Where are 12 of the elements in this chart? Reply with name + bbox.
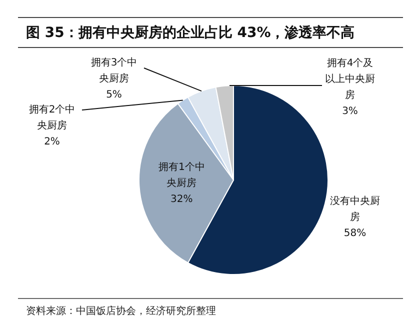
text: 资料来源：中国饭店协会，经济研究所整理 [18,298,403,323]
slice-label: 拥有3个中央厨房 [90,56,138,85]
data-label: 58% [344,228,366,240]
slice-label: 拥有4个及以上中央厨房 [325,57,375,102]
slice-label: 没有中央厨房 [330,195,380,224]
chart-title: 图 35：拥有中央厨房的企业占比 43%，渗透率不高 [18,17,403,48]
slice-label: 拥有1个中央厨房 [158,160,205,189]
data-label: 2% [44,136,60,148]
data-label: 5% [106,90,122,101]
slice-label: 拥有2个中央厨房 [28,104,76,132]
data-label: 3% [342,106,358,118]
data-label: 32% [170,194,193,205]
